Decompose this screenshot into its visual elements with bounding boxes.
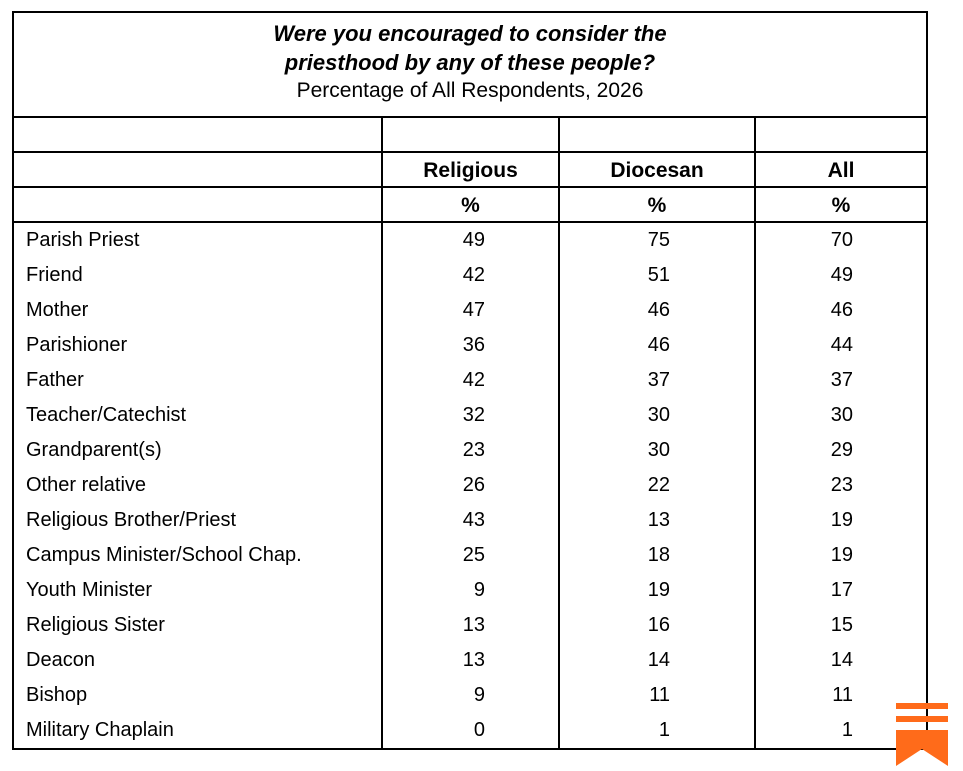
cell-diocesan: 19 [558, 573, 754, 608]
table-row: Bishop 9 11 11 [14, 678, 926, 713]
table-row: Parishioner 36 46 44 [14, 328, 926, 363]
cell-all: 29 [754, 433, 926, 468]
cell-all: 44 [754, 328, 926, 363]
title-question-line2: priesthood by any of these people? [284, 50, 656, 75]
cell-religious: 43 [381, 503, 558, 538]
row-label: Religious Sister [26, 614, 165, 636]
cell-diocesan: 75 [558, 223, 754, 258]
table-row: Grandparent(s) 23 30 29 [14, 433, 926, 468]
table-row: Religious Sister 13 16 15 [14, 608, 926, 643]
bookmark-logo-icon [896, 703, 948, 766]
cell-diocesan: 46 [558, 293, 754, 328]
row-label: Father [26, 369, 84, 391]
row-label: Campus Minister/School Chap. [26, 544, 302, 566]
title-subtitle: Percentage of All Respondents, 2026 [296, 79, 644, 102]
cell-diocesan: 11 [558, 678, 754, 713]
table-row: Other relative 26 22 23 [14, 468, 926, 503]
logo-bar-middle [896, 716, 948, 722]
title-question-line1: Were you encouraged to consider the [273, 21, 667, 46]
cell-diocesan: 1 [558, 713, 754, 748]
unit-all: % [754, 188, 926, 221]
cell-religious: 49 [381, 223, 558, 258]
row-label: Military Chaplain [26, 719, 174, 741]
header-diocesan: Diocesan [558, 153, 754, 186]
row-label: Youth Minister [26, 579, 152, 601]
cell-religious: 25 [381, 538, 558, 573]
row-label: Parishioner [26, 334, 128, 356]
table-row: Father 42 37 37 [14, 363, 926, 398]
row-label: Other relative [26, 474, 147, 496]
header-all: All [754, 153, 926, 186]
row-label: Grandparent(s) [26, 439, 162, 461]
row-label: Parish Priest [26, 229, 140, 251]
cell-religious: 23 [381, 433, 558, 468]
unit-diocesan: % [558, 188, 754, 221]
cell-religious: 36 [381, 328, 558, 363]
row-label: Deacon [26, 649, 95, 671]
cell-diocesan: 22 [558, 468, 754, 503]
cell-all: 17 [754, 573, 926, 608]
table-row: Religious Brother/Priest 43 13 19 [14, 503, 926, 538]
cell-diocesan: 37 [558, 363, 754, 398]
cell-all: 46 [754, 293, 926, 328]
row-label: Bishop [26, 684, 88, 706]
cell-religious: 13 [381, 608, 558, 643]
cell-religious: 26 [381, 468, 558, 503]
cell-diocesan: 18 [558, 538, 754, 573]
cell-diocesan: 14 [558, 643, 754, 678]
cell-religious: 42 [381, 363, 558, 398]
cell-diocesan: 46 [558, 328, 754, 363]
unit-row: % % % [14, 188, 926, 223]
table-row: Youth Minister 9 19 17 [14, 573, 926, 608]
row-label: Teacher/Catechist [26, 404, 187, 426]
cell-all: 14 [754, 643, 926, 678]
unit-religious: % [381, 188, 558, 221]
cell-all: 11 [754, 678, 926, 713]
table-row: Deacon 13 14 14 [14, 643, 926, 678]
cell-all: 49 [754, 258, 926, 293]
blank-row [14, 118, 926, 153]
cell-religious: 32 [381, 398, 558, 433]
cell-diocesan: 51 [558, 258, 754, 293]
cell-religious: 42 [381, 258, 558, 293]
cell-all: 1 [754, 713, 926, 748]
cell-diocesan: 16 [558, 608, 754, 643]
row-label: Friend [26, 264, 83, 286]
cell-all: 37 [754, 363, 926, 398]
table-row: Mother 47 46 46 [14, 293, 926, 328]
table-row: Parish Priest 49 75 70 [14, 223, 926, 258]
table-row: Campus Minister/School Chap. 25 18 19 [14, 538, 926, 573]
row-label: Mother [26, 299, 89, 321]
cell-diocesan: 30 [558, 398, 754, 433]
logo-bookmark [896, 730, 948, 766]
cell-all: 70 [754, 223, 926, 258]
cell-all: 30 [754, 398, 926, 433]
cell-religious: 0 [381, 713, 558, 748]
cell-religious: 13 [381, 643, 558, 678]
logo-bar-top [896, 703, 948, 709]
table-row: Friend 42 51 49 [14, 258, 926, 293]
table-row: Military Chaplain 0 1 1 [14, 713, 926, 748]
cell-diocesan: 30 [558, 433, 754, 468]
cell-religious: 47 [381, 293, 558, 328]
header-row: Religious Diocesan All [14, 153, 926, 188]
cell-all: 23 [754, 468, 926, 503]
row-label: Religious Brother/Priest [26, 509, 237, 531]
table-title: Were you encouraged to consider the prie… [14, 13, 926, 118]
table-body: Parish Priest 49 75 70 Friend 42 51 49 Mother 47 4… [14, 223, 926, 748]
cell-all: 19 [754, 503, 926, 538]
cell-all: 15 [754, 608, 926, 643]
header-religious: Religious [381, 153, 558, 186]
cell-religious: 9 [381, 678, 558, 713]
cell-all: 19 [754, 538, 926, 573]
table-row: Teacher/Catechist 32 30 30 [14, 398, 926, 433]
cell-religious: 9 [381, 573, 558, 608]
cell-diocesan: 13 [558, 503, 754, 538]
data-table: Were you encouraged to consider the prie… [12, 11, 928, 750]
